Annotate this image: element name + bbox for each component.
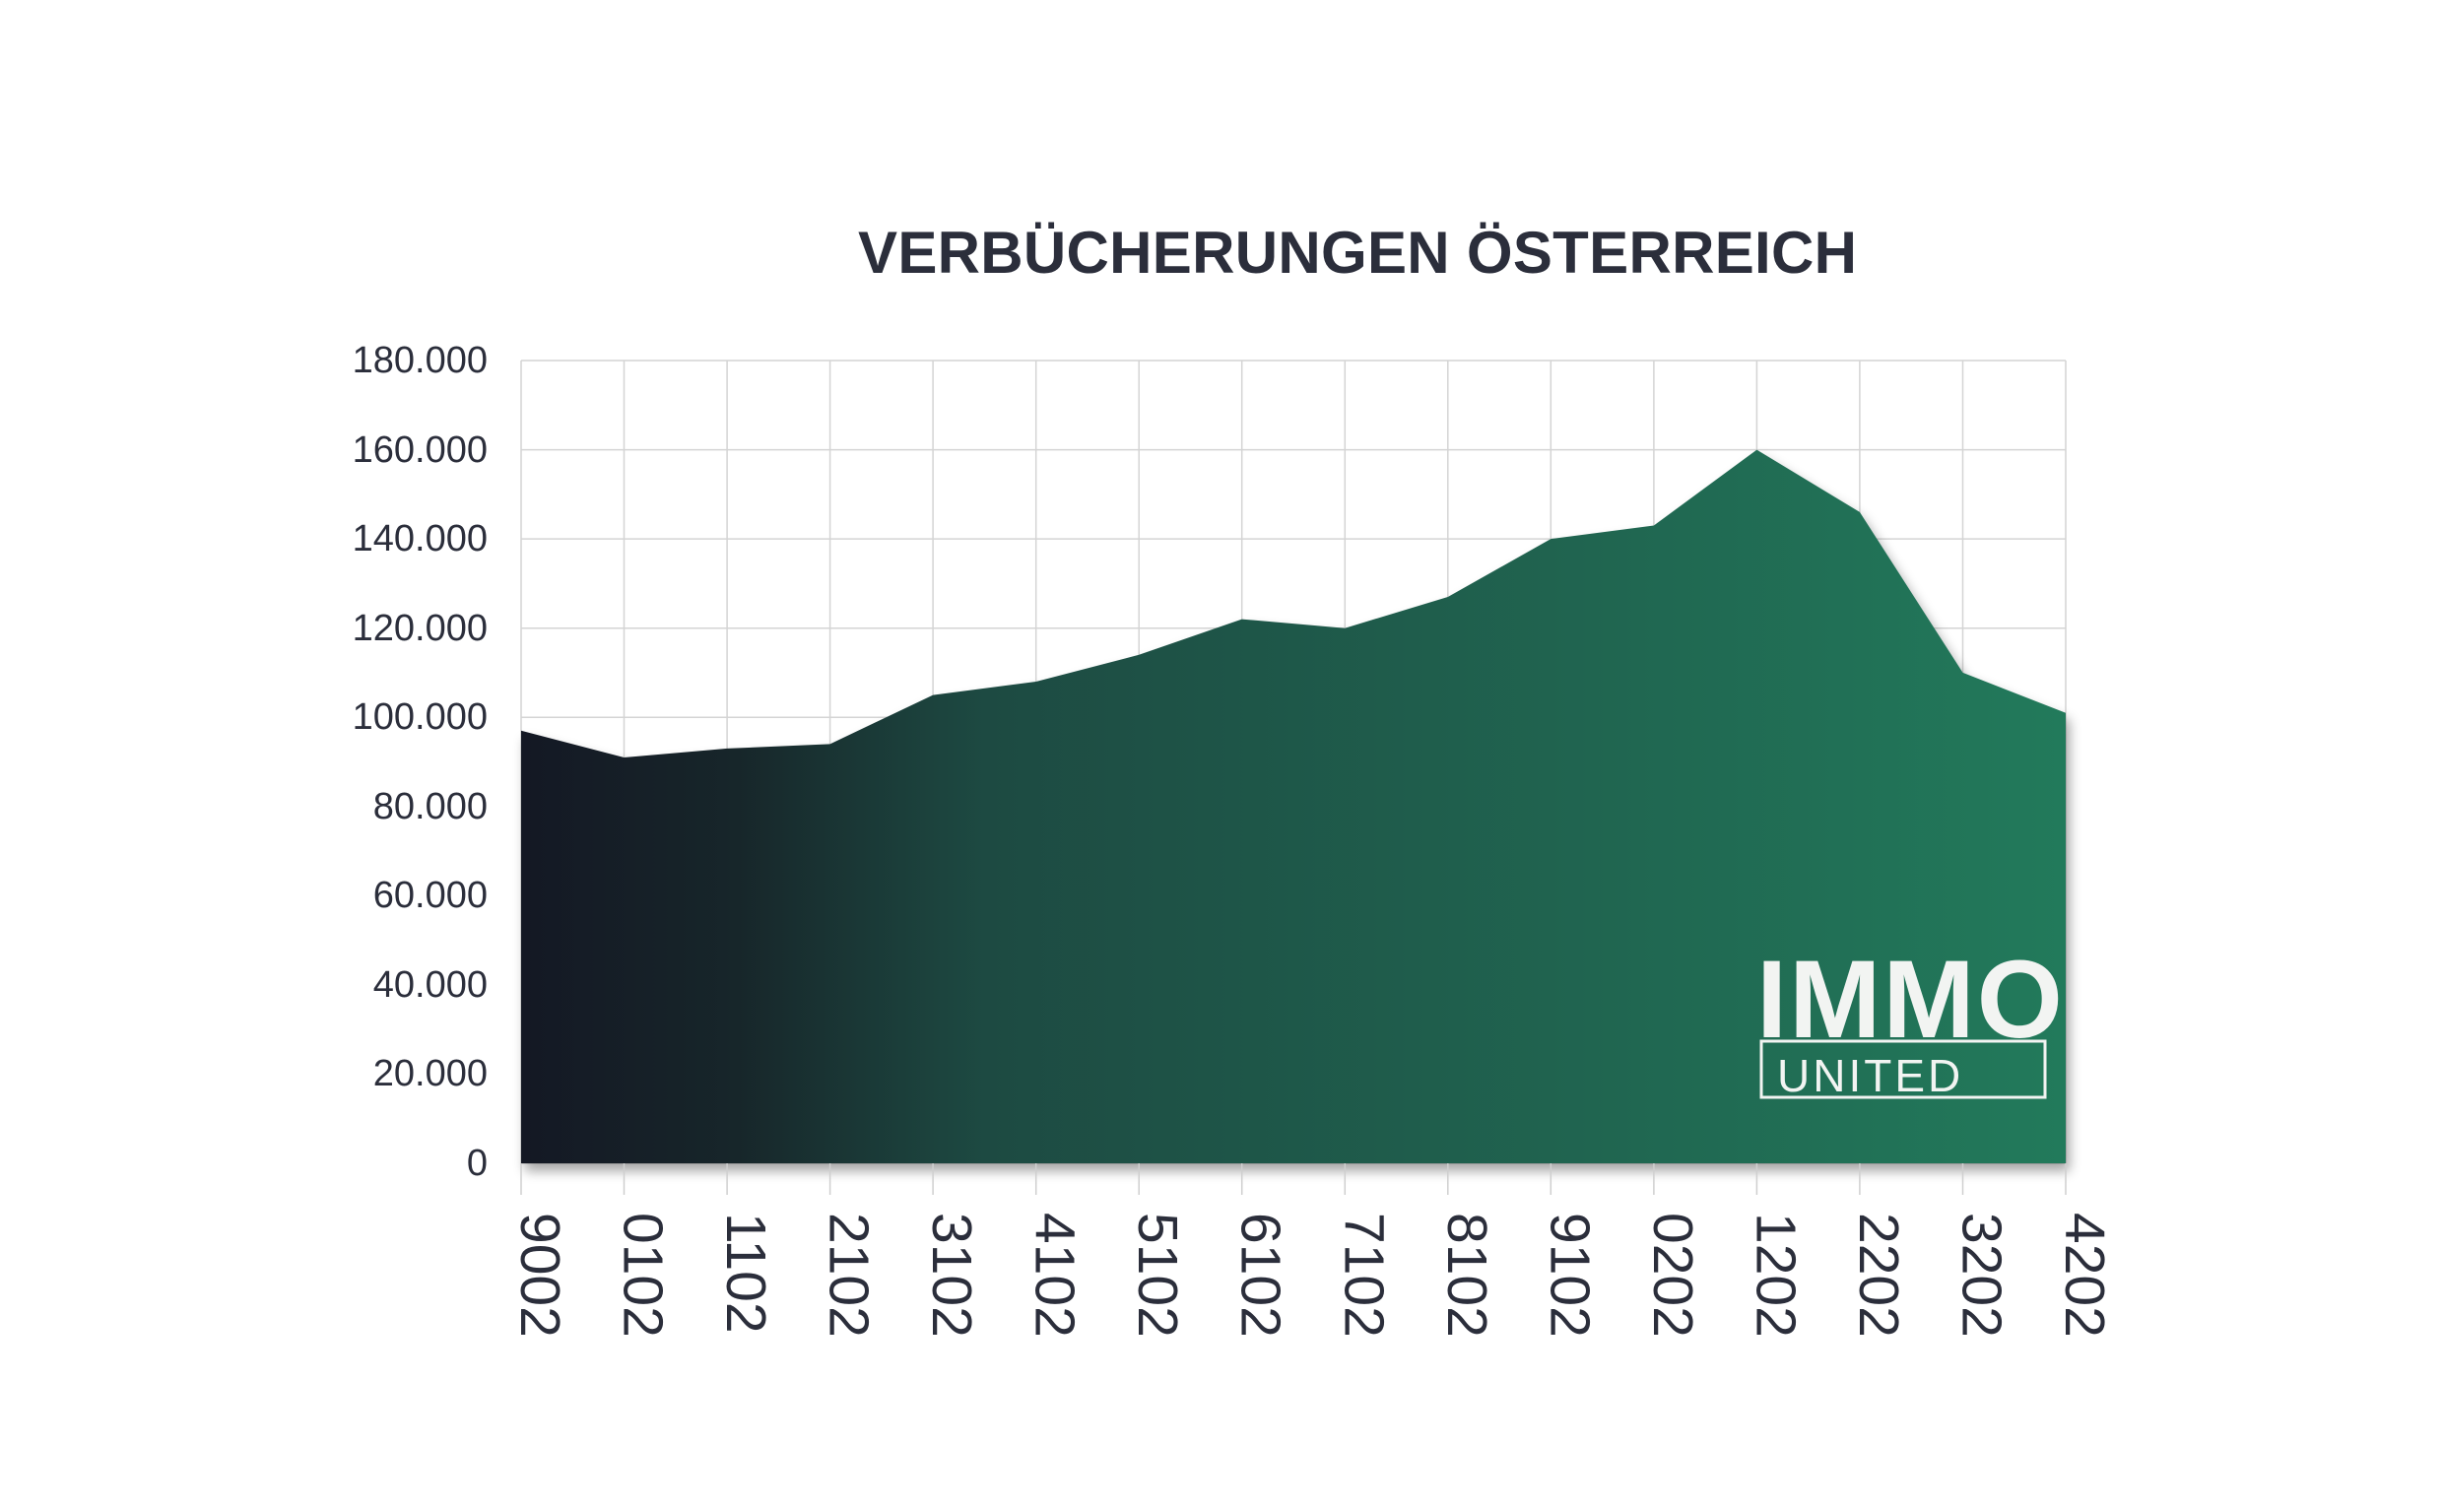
svg-text:8102: 8102: [1435, 1213, 1498, 1338]
svg-text:40.000: 40.000: [373, 964, 488, 1006]
svg-text:2202: 2202: [1847, 1213, 1910, 1338]
svg-text:140.000: 140.000: [353, 518, 488, 559]
svg-text:0202: 0202: [1641, 1213, 1704, 1338]
svg-text:2102: 2102: [818, 1213, 881, 1338]
svg-text:100.000: 100.000: [353, 696, 488, 738]
svg-text:6102: 6102: [1229, 1213, 1292, 1338]
svg-text:80.000: 80.000: [373, 786, 488, 827]
svg-text:120.000: 120.000: [353, 608, 488, 649]
svg-text:5102: 5102: [1126, 1213, 1189, 1338]
svg-text:180.000: 180.000: [353, 340, 488, 381]
svg-text:0102: 0102: [612, 1213, 675, 1338]
svg-text:UNITED: UNITED: [1777, 1050, 1963, 1101]
svg-text:1202: 1202: [1744, 1213, 1807, 1338]
svg-text:7102: 7102: [1332, 1213, 1395, 1338]
svg-text:9102: 9102: [1538, 1213, 1601, 1338]
svg-text:3102: 3102: [920, 1213, 983, 1338]
svg-text:4102: 4102: [1023, 1213, 1087, 1338]
svg-text:4202: 4202: [2053, 1213, 2116, 1338]
svg-text:1102: 1102: [714, 1213, 777, 1334]
svg-text:3202: 3202: [1950, 1213, 2014, 1338]
svg-text:160.000: 160.000: [353, 429, 488, 471]
svg-text:9002: 9002: [508, 1213, 571, 1338]
svg-text:20.000: 20.000: [373, 1053, 488, 1094]
svg-text:60.000: 60.000: [373, 875, 488, 916]
svg-text:0: 0: [467, 1143, 488, 1184]
